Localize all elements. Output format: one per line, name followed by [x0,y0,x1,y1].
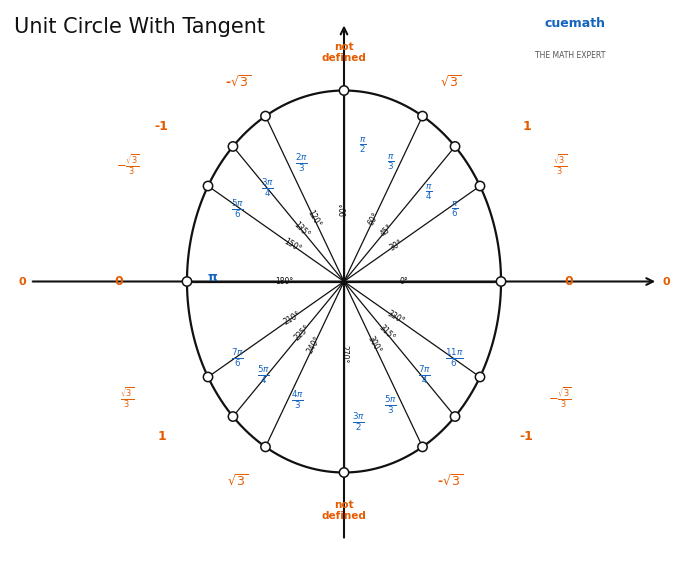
Circle shape [451,412,460,421]
Text: $\frac{7\pi}{4}$: $\frac{7\pi}{4}$ [418,364,431,386]
Text: cuemath: cuemath [544,17,605,30]
Circle shape [182,277,192,286]
Circle shape [261,442,270,452]
Text: $-\frac{\sqrt{3}}{3}$: $-\frac{\sqrt{3}}{3}$ [116,153,140,177]
Circle shape [496,277,506,286]
Text: 330°: 330° [385,309,406,327]
Text: 1: 1 [157,430,166,443]
Text: 45°: 45° [378,222,394,238]
Text: $\frac{2\pi}{3}$: $\frac{2\pi}{3}$ [295,151,308,173]
Text: 270°: 270° [339,345,349,363]
Text: $\frac{\pi}{4}$: $\frac{\pi}{4}$ [425,183,433,202]
Text: $\frac{11\pi}{6}$: $\frac{11\pi}{6}$ [445,347,464,369]
Circle shape [418,442,427,452]
Circle shape [475,181,484,191]
Text: $\frac{4\pi}{3}$: $\frac{4\pi}{3}$ [291,390,304,412]
Text: -1: -1 [155,120,169,133]
Circle shape [451,142,460,151]
Text: not
defined: not defined [321,500,367,521]
Text: $\frac{3\pi}{2}$: $\frac{3\pi}{2}$ [352,410,365,432]
Circle shape [261,111,270,121]
Text: -$\sqrt{3}$: -$\sqrt{3}$ [225,74,251,90]
Text: 0: 0 [115,275,123,288]
Text: 0: 0 [663,276,670,287]
Text: $\frac{5\pi}{3}$: $\frac{5\pi}{3}$ [384,394,397,415]
Text: 225°: 225° [292,323,312,342]
Text: 90°: 90° [339,202,349,216]
Text: $\frac{\sqrt{3}}{3}$: $\frac{\sqrt{3}}{3}$ [553,153,568,177]
Text: 120°: 120° [305,208,323,229]
Text: 135°: 135° [292,221,312,240]
Text: $-\frac{\sqrt{3}}{3}$: $-\frac{\sqrt{3}}{3}$ [548,386,572,410]
Circle shape [228,412,237,421]
Text: 0: 0 [565,275,573,288]
Text: 30°: 30° [387,238,404,253]
Text: $\frac{\pi}{2}$: $\frac{\pi}{2}$ [359,136,367,155]
Circle shape [339,468,349,477]
Text: $\frac{5\pi}{4}$: $\frac{5\pi}{4}$ [257,364,270,386]
Text: $\frac{\sqrt{3}}{3}$: $\frac{\sqrt{3}}{3}$ [120,386,135,410]
Text: Unit Circle With Tangent: Unit Circle With Tangent [14,17,265,37]
Text: $\frac{\pi}{6}$: $\frac{\pi}{6}$ [451,200,458,219]
Text: 0°: 0° [399,277,408,286]
Text: $\frac{7\pi}{6}$: $\frac{7\pi}{6}$ [231,347,244,369]
Text: 180°: 180° [275,277,294,286]
Text: $\sqrt{3}$: $\sqrt{3}$ [227,473,248,489]
Circle shape [339,86,349,95]
Text: THE MATH EXPERT: THE MATH EXPERT [535,51,605,60]
Text: π: π [208,271,217,284]
Text: 210°: 210° [282,309,303,326]
Text: -1: -1 [519,430,533,443]
Text: 315°: 315° [376,323,396,342]
Text: 240°: 240° [305,334,323,355]
Text: $\sqrt{3}$: $\sqrt{3}$ [440,74,461,90]
Text: 1: 1 [522,120,531,133]
Circle shape [475,372,484,382]
Text: 0: 0 [18,276,25,287]
Text: $\frac{\pi}{3}$: $\frac{\pi}{3}$ [387,153,394,172]
Text: $\frac{5\pi}{6}$: $\frac{5\pi}{6}$ [231,198,244,220]
Text: 300°: 300° [365,334,383,355]
Text: -$\sqrt{3}$: -$\sqrt{3}$ [437,473,463,489]
Circle shape [204,372,213,382]
Circle shape [204,181,213,191]
Circle shape [418,111,427,121]
Text: 60°: 60° [367,211,381,227]
Text: $\frac{3\pi}{4}$: $\frac{3\pi}{4}$ [261,177,274,199]
Circle shape [228,142,237,151]
Text: not
defined: not defined [321,42,367,63]
Text: 150°: 150° [282,236,303,254]
